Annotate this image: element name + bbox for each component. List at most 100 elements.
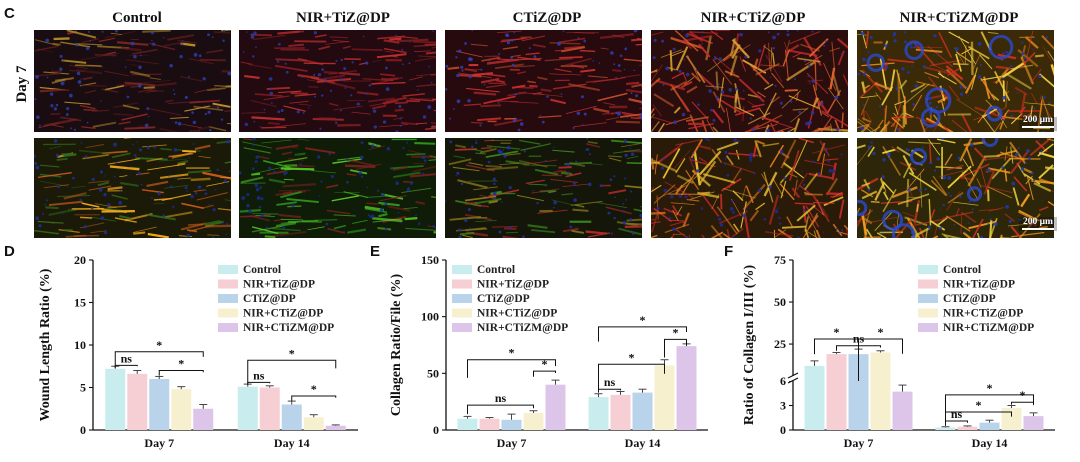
y-tick-label: 3 <box>780 399 786 413</box>
legend-entry: CTiZ@DP <box>477 293 530 305</box>
legend-entry: NIR+CTiZM@DP <box>943 322 1034 334</box>
bar <box>171 389 192 430</box>
y-tick-label: 50 <box>774 295 786 309</box>
bar <box>826 354 847 430</box>
legend-swatch <box>452 279 472 289</box>
axis-break-gap <box>787 376 799 381</box>
bar <box>804 365 825 430</box>
legend-entry: NIR+TiZ@DP <box>943 279 1015 291</box>
bar <box>892 391 913 430</box>
axis-break-mark <box>787 377 799 384</box>
y-axis-label: Collagen Ratio/File (%) <box>389 274 404 417</box>
legend-swatch <box>452 294 472 303</box>
significance-bracket <box>158 370 204 376</box>
column-title-nir-ctizm: NIR+CTiZM@DP <box>900 10 1019 26</box>
legend-entry: NIR+TiZ@DP <box>243 279 315 291</box>
y-tick-label: 100 <box>421 310 439 324</box>
significance-label: * <box>311 382 317 396</box>
bar <box>1023 416 1044 430</box>
y-axis-label: Ratio of Collagen I/III (%) <box>742 265 757 426</box>
bar <box>654 365 675 430</box>
row-label-day7: Day 7 <box>14 65 30 103</box>
significance-bracket <box>533 370 556 377</box>
legend-entry: Control <box>477 264 515 276</box>
column-title-nir-ctiz: NIR+CTiZ@DP <box>701 10 806 26</box>
significance-bracket <box>467 359 556 378</box>
legend-entry: Control <box>943 264 981 276</box>
y-tick-label: 10 <box>74 338 86 352</box>
bar <box>479 418 500 430</box>
microscopy-tile <box>445 138 642 238</box>
significance-label: * <box>509 346 515 360</box>
y-tick-label: 25 <box>774 337 786 351</box>
y-tick-label: 150 <box>421 253 439 267</box>
bar <box>1001 407 1022 430</box>
x-tick-label: Day 7 <box>497 436 527 450</box>
significance-label: * <box>834 325 840 339</box>
scale-bar-bottom: 200 μm <box>1019 217 1057 231</box>
legend-swatch <box>218 308 238 318</box>
x-tick-label: Day 7 <box>144 436 174 450</box>
bar <box>848 354 869 430</box>
x-tick-label: Day 7 <box>844 436 874 450</box>
legend-swatch <box>452 265 472 274</box>
bar <box>303 417 324 430</box>
legend-entry: NIR+CTiZ@DP <box>477 308 557 320</box>
significance-bracket <box>945 394 1034 425</box>
x-tick-label: Day 14 <box>972 436 1008 450</box>
bar <box>979 422 1000 430</box>
significance-bracket <box>114 364 138 368</box>
column-title-nir-tiz: NIR+TiZ@DP <box>296 10 390 26</box>
significance-bracket <box>945 420 968 426</box>
significance-label: * <box>156 338 162 352</box>
bar <box>325 425 346 430</box>
microscopy-tile <box>34 138 231 238</box>
significance-bracket <box>467 404 534 415</box>
bar <box>237 386 258 430</box>
significance-label: ns <box>604 375 616 389</box>
significance-bracket <box>598 326 687 342</box>
scale-bar-label-bottom: 200 μm <box>1023 217 1053 227</box>
microscopy-tile <box>857 30 1054 132</box>
chart-collagen-i-iii-ratio: 0 3 6 25 50 75 Ratio of Collagen I/III (%) Day … <box>742 253 1055 450</box>
bar <box>588 397 609 430</box>
bar <box>105 368 126 430</box>
x-tick-label: Day 14 <box>274 436 310 450</box>
panel-c-letter: C <box>4 5 15 22</box>
axis-break-mark <box>787 372 799 379</box>
legend-swatch <box>918 294 938 303</box>
significance-label: * <box>1020 388 1026 402</box>
microscopy-tile <box>34 30 231 132</box>
bar <box>193 408 214 430</box>
microscopy-tile <box>239 138 436 238</box>
significance-bracket <box>1011 401 1034 405</box>
significance-label: * <box>976 398 982 412</box>
legend-swatch <box>918 308 938 318</box>
column-title-ctiz: CTiZ@DP <box>513 10 582 26</box>
legend-swatch <box>918 265 938 274</box>
microscopy-tile <box>857 138 1054 238</box>
legend-entry: NIR+TiZ@DP <box>477 279 549 291</box>
legend-entry: CTiZ@DP <box>243 293 296 305</box>
bar <box>127 373 148 430</box>
significance-bracket <box>291 395 337 402</box>
significance-bracket <box>247 359 337 384</box>
significance-label: ns <box>121 351 133 365</box>
y-tick-label: 15 <box>74 296 86 310</box>
bar <box>259 387 280 430</box>
y-tick-label: 5 <box>80 381 86 395</box>
significance-label: * <box>629 350 635 364</box>
legend-entry: NIR+CTiZ@DP <box>943 308 1023 320</box>
panel-e-letter: E <box>370 243 380 260</box>
significance-bracket <box>247 381 271 385</box>
bar <box>676 346 697 430</box>
microscopy-tile <box>651 138 848 238</box>
significance-label: * <box>178 357 184 371</box>
y-tick-label: 0 <box>433 423 439 437</box>
y-axis-label: Wound Length Ratio (%) <box>38 268 53 421</box>
chart-wound-length-ratio: 0 5 10 15 20 Wound Length Ratio (%) Day 7 Day 1… <box>38 253 358 450</box>
significance-label: * <box>640 313 646 327</box>
significance-bracket <box>858 338 903 381</box>
x-tick-label: Day 14 <box>625 436 661 450</box>
